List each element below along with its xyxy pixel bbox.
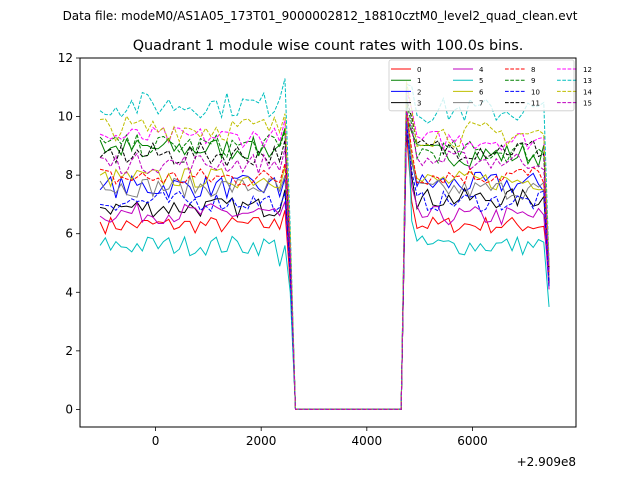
x-tick-label: 0 [152, 434, 160, 448]
legend-label-7: 7 [479, 100, 483, 108]
y-tick-label: 0 [65, 402, 73, 416]
legend-label-8: 8 [531, 66, 535, 74]
legend-label-3: 3 [417, 100, 421, 108]
legend-label-10: 10 [531, 88, 540, 96]
x-axis-offset-label: +2.909e8 [517, 455, 576, 469]
legend-label-11: 11 [531, 100, 540, 108]
legend-label-9: 9 [531, 77, 535, 85]
series-layer [99, 78, 550, 410]
plot-area-frame [79, 57, 577, 428]
y-tick-label: 4 [65, 285, 73, 299]
legend-label-6: 6 [479, 88, 484, 96]
legend-label-0: 0 [417, 66, 421, 74]
legend-label-5: 5 [479, 77, 483, 85]
legend-label-1: 1 [417, 77, 421, 85]
legend-label-4: 4 [479, 66, 484, 74]
legend-label-12: 12 [583, 66, 592, 74]
series-line-8 [99, 110, 550, 410]
legend-label-13: 13 [583, 77, 592, 85]
x-tick-label: 2000 [246, 434, 277, 448]
y-axis: 0 2 4 6 8 10 12 [58, 51, 80, 416]
x-tick-label: 4000 [352, 434, 383, 448]
legend-label-15: 15 [583, 100, 592, 108]
y-tick-label: 8 [65, 168, 73, 182]
legend-box [388, 59, 575, 112]
x-axis: 0 2000 4000 6000 [152, 427, 488, 448]
x-tick-label: 6000 [457, 434, 488, 448]
y-tick-label: 12 [58, 51, 73, 65]
legend-label-14: 14 [583, 88, 592, 96]
series-line-14 [100, 81, 550, 410]
chart-title: Quadrant 1 module wise count rates with … [133, 38, 524, 54]
y-tick-label: 6 [65, 227, 73, 241]
series-line-9 [99, 101, 550, 410]
legend-label-2: 2 [417, 88, 421, 96]
figure-suptitle: Data file: modeM0/AS1A05_173T01_90000028… [63, 9, 578, 23]
y-tick-label: 2 [65, 344, 73, 358]
y-tick-label: 10 [58, 110, 73, 124]
